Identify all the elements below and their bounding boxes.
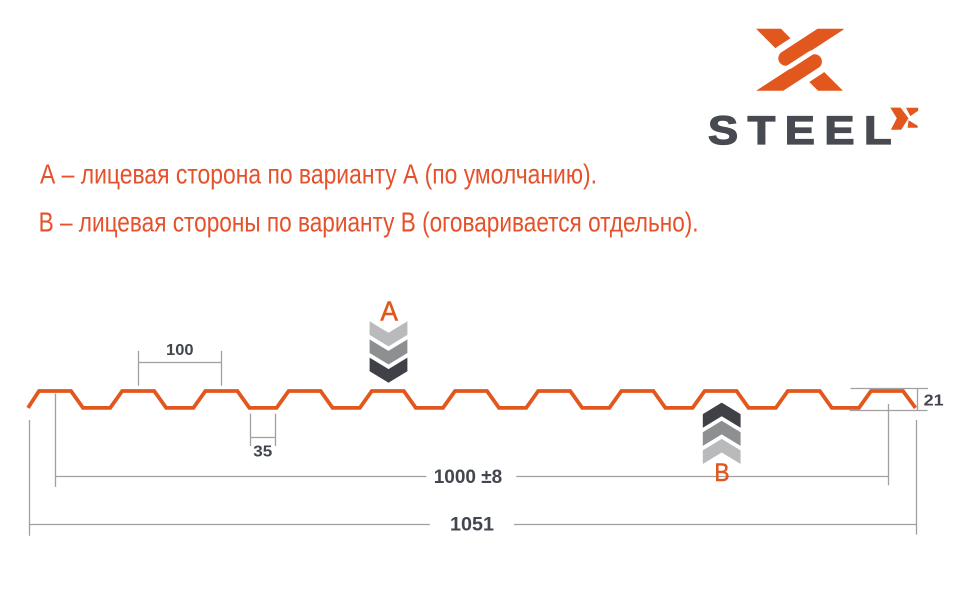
svg-text:100: 100 (166, 342, 194, 359)
svg-text:35: 35 (253, 444, 272, 461)
svg-text:1051: 1051 (450, 513, 494, 535)
svg-text:STEEL: STEEL (708, 109, 892, 154)
svg-text:А – лицевая сторона по вариант: А – лицевая сторона по варианту А (по ум… (40, 159, 597, 190)
svg-text:1000 ±8: 1000 ±8 (434, 466, 503, 488)
svg-text:В – лицевая стороны по вариант: В – лицевая стороны по варианту В (огова… (39, 206, 699, 237)
svg-text:А: А (380, 295, 398, 326)
svg-text:В: В (714, 459, 729, 487)
svg-text:21: 21 (924, 393, 944, 410)
